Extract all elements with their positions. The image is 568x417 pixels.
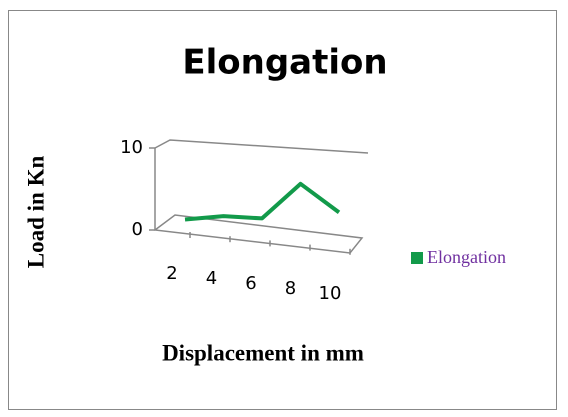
floor [153, 214, 364, 254]
y-tick-label: 10 [120, 137, 143, 158]
legend-label: Elongation [427, 247, 506, 267]
x-tick-label: 8 [285, 278, 296, 299]
x-tick-label: 6 [245, 273, 256, 294]
chart-frame [8, 10, 557, 410]
y-axis-label: Load in Kn [23, 156, 48, 269]
legend-swatch [411, 252, 423, 264]
x-tick-label: 2 [166, 263, 177, 284]
y-tick-label: 0 [132, 219, 143, 240]
x-axis-label: Displacement in mm [162, 340, 364, 365]
back-wall [154, 139, 369, 154]
line [184, 181, 341, 222]
chart-title: Elongation [182, 43, 387, 83]
x-tick-label: 4 [206, 268, 217, 289]
x-tick-label: 10 [319, 283, 342, 304]
